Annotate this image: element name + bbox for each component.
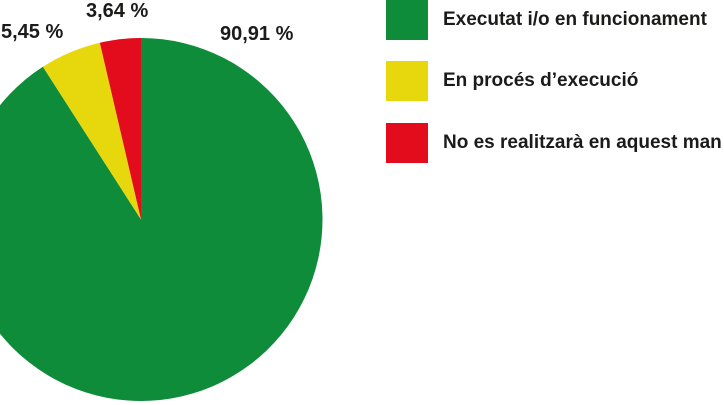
pie-slice-1 [42,42,141,220]
legend-swatch-red [386,123,428,163]
slice-value-label-yellow: 5,45 % [1,21,64,43]
slice-value-label-green: 90,91 % [220,23,294,45]
legend-swatch-yellow [386,61,428,101]
legend-item-executat: Executat i/o en funcionament [386,0,707,40]
slice-value-label-red: 3,64 % [86,0,149,22]
chart-legend: Executat i/o en funcionament En procés d… [386,0,724,170]
legend-item-en-proces: En procés d’execució [386,61,638,101]
legend-swatch-green [386,0,428,40]
pie-slice-0 [0,38,323,401]
legend-item-no-es-realitzara: No es realitzarà en aquest man [386,123,722,163]
legend-label: En procés d’execució [443,70,639,91]
pie-slice-2 [99,38,141,220]
legend-label: No es realitzarà en aquest man [443,132,722,153]
legend-label: Executat i/o en funcionament [443,9,707,30]
